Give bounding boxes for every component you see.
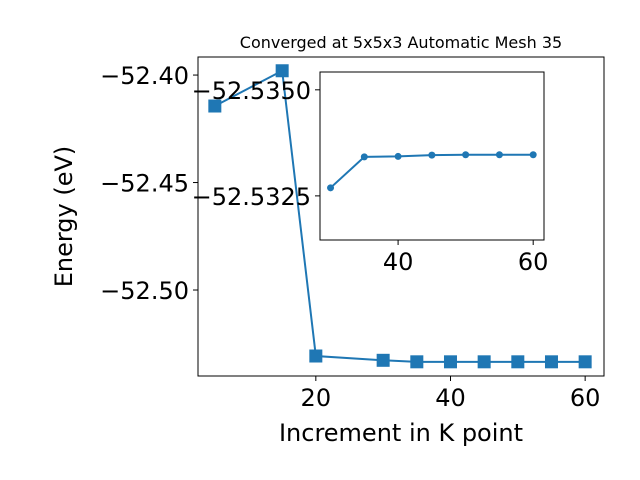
- marker: [544, 355, 558, 369]
- x-tick-label: 60: [570, 384, 601, 412]
- marker: [376, 353, 390, 367]
- x-tick-label: 60: [518, 248, 549, 276]
- marker: [462, 151, 470, 159]
- marker: [327, 184, 335, 192]
- y-tick-label: −52.5325: [192, 183, 311, 211]
- marker: [578, 355, 592, 369]
- marker: [477, 355, 491, 369]
- x-tick-label: 40: [383, 248, 414, 276]
- marker: [275, 64, 289, 78]
- marker: [410, 355, 424, 369]
- y-tick-label: −52.45: [100, 170, 189, 198]
- x-axis-label: Increment in K point: [279, 419, 523, 447]
- x-tick-label: 40: [435, 384, 466, 412]
- marker: [511, 355, 525, 369]
- y-axis-label: Energy (eV): [50, 146, 78, 288]
- marker: [428, 151, 436, 159]
- series-line: [214, 69, 586, 363]
- marker: [208, 99, 222, 113]
- marker: [394, 152, 402, 160]
- y-tick-label: −52.50: [100, 277, 189, 305]
- marker: [309, 349, 323, 363]
- marker: [360, 153, 368, 161]
- marker: [443, 355, 457, 369]
- marker: [529, 151, 537, 159]
- y-tick-label: −52.40: [100, 62, 189, 90]
- x-tick-label: 20: [301, 384, 332, 412]
- y-tick-label: −52.5350: [192, 77, 311, 105]
- chart-title: Converged at 5x5x3 Automatic Mesh 35: [240, 33, 562, 52]
- marker: [495, 151, 503, 159]
